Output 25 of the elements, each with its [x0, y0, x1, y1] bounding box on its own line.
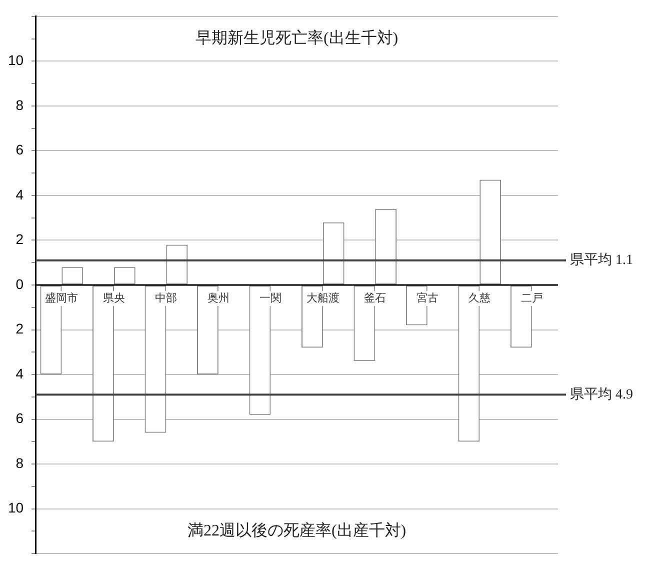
- x-tick-label: 釜石: [364, 292, 386, 304]
- x-tick-label: 一関: [260, 292, 282, 304]
- x-tick-label: 久慈: [468, 292, 491, 304]
- x-tick-label: 宮古: [416, 291, 438, 304]
- annotation: 早期新生児死亡率(出生千対): [195, 28, 398, 47]
- y-tick-label: 4: [16, 365, 24, 382]
- y-tick-label: 8: [16, 96, 24, 113]
- y-tick-label: 8: [16, 454, 24, 471]
- annotation: 満22週以後の死産率(出産千対): [187, 521, 406, 540]
- ref-line-label: 県平均 1.1: [570, 252, 633, 268]
- x-tick-label: 大船渡: [306, 291, 340, 304]
- y-tick-label: 0: [16, 276, 24, 292]
- y-tick-label: 10: [8, 500, 24, 516]
- y-tick-label: 2: [16, 320, 24, 337]
- x-tick-label: 奥州: [207, 291, 230, 304]
- y-tick-label: 6: [16, 410, 24, 426]
- x-tick-label: 二戸: [520, 292, 543, 304]
- ref-line-label: 県平均 4.9: [570, 386, 633, 402]
- y-tick-label: 10: [8, 52, 24, 68]
- y-tick-label: 4: [16, 186, 24, 202]
- x-tick-label: 中部: [155, 291, 178, 304]
- y-tick-label: 2: [16, 231, 24, 248]
- y-tick-label: 6: [16, 142, 24, 158]
- x-tick-label: 県央: [102, 291, 125, 304]
- x-tick-label: 盛岡市: [45, 291, 78, 304]
